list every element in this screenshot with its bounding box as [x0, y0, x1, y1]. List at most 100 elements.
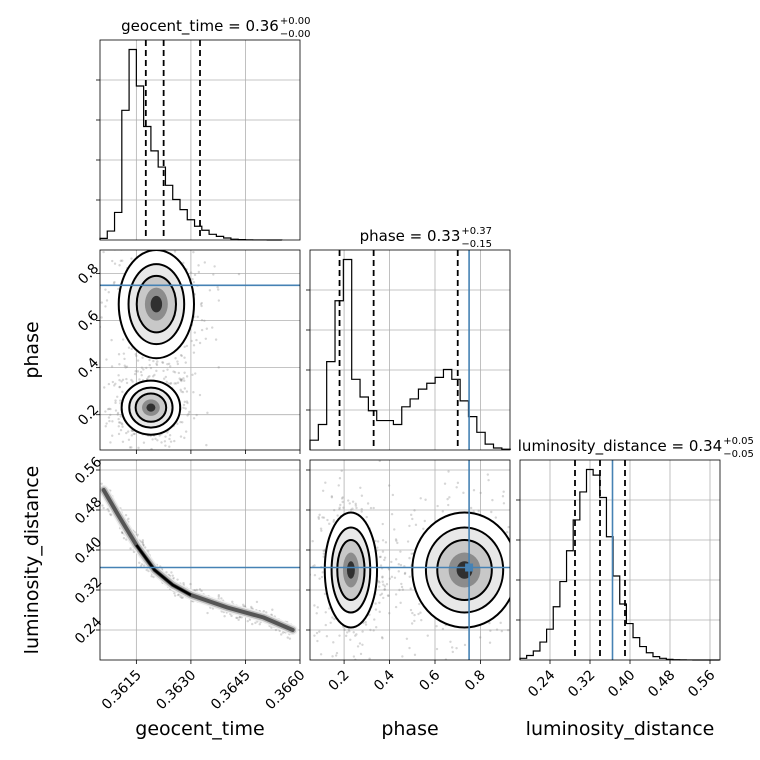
2d-phase-vs-geocent_time-sample-317 [125, 381, 129, 385]
2d-phase-vs-geocent_time-sample-66 [130, 429, 133, 432]
2d-phase-vs-geocent_time-sample-812 [200, 301, 203, 305]
2d-lum-vs-geocent_time-sample-687 [251, 622, 254, 626]
2d-lum-vs-phase-sample-361 [319, 527, 323, 530]
2d-phase-vs-geocent_time-sample-428 [180, 379, 183, 383]
2d-lum-vs-phase-sample-106 [349, 638, 352, 642]
hist-luminosity_distance-xticklabel-2: 0.40 [605, 667, 638, 700]
hist-geocent_time-title-value: 0.36 [245, 17, 278, 35]
2d-phase-vs-geocent_time-sample-8 [133, 432, 136, 436]
2d-lum-vs-phase-sample-133 [324, 481, 327, 484]
2d-phase-vs-geocent_time-sample-761 [197, 235, 199, 237]
2d-lum-vs-geocent_time-ylabel: luminosity_distance [21, 466, 43, 655]
2d-phase-vs-geocent_time-sample-741 [182, 261, 185, 265]
2d-lum-vs-phase-sample-80 [399, 601, 402, 605]
2d-lum-vs-phase-sample-847 [495, 628, 499, 631]
2d-lum-vs-phase-sample-634 [479, 636, 482, 639]
2d-lum-vs-phase-sample-729 [390, 512, 394, 516]
2d-phase-vs-geocent_time-sample-816 [173, 250, 177, 253]
2d-lum-vs-phase-sample-335 [359, 652, 363, 656]
2d-lum-vs-phase-sample-16 [340, 497, 344, 500]
2d-phase-vs-geocent_time-sample-122 [103, 386, 106, 389]
2d-lum-vs-geocent_time-sample-257 [189, 582, 192, 586]
2d-lum-vs-phase-sample-577 [550, 637, 552, 639]
2d-phase-vs-geocent_time-sample-841 [102, 250, 105, 254]
2d-lum-vs-phase-sample-165 [343, 628, 346, 632]
2d-phase-vs-geocent_time-sample-74 [166, 431, 169, 434]
2d-lum-vs-phase-sample-863 [557, 592, 559, 594]
2d-phase-vs-geocent_time-sample-218 [192, 390, 195, 394]
2d-lum-vs-phase-sample-624 [516, 510, 518, 512]
2d-lum-vs-phase-sample-675 [441, 627, 445, 631]
2d-phase-vs-geocent_time-sample-708 [90, 347, 92, 349]
2d-phase-vs-geocent_time-sample-716 [118, 264, 121, 267]
2d-lum-vs-phase-sample-349 [353, 670, 355, 672]
2d-lum-vs-geocent_time-sample-262 [106, 507, 109, 511]
2d-lum-vs-phase-sample-632 [397, 562, 400, 566]
2d-lum-vs-phase-sample-135 [378, 610, 381, 614]
2d-phase-vs-geocent_time-sample-310 [187, 412, 190, 416]
2d-phase-vs-geocent_time-sample-357 [108, 407, 111, 411]
2d-phase-vs-geocent_time-sample-20 [173, 439, 176, 443]
2d-lum-vs-phase-sample-558 [387, 484, 391, 487]
2d-lum-vs-geocent_time-sample-120 [243, 604, 246, 608]
2d-lum-vs-geocent_time-sample-460 [236, 616, 239, 620]
2d-lum-vs-phase-sample-44 [351, 500, 355, 503]
2d-phase-vs-geocent_time-sample-279 [114, 382, 117, 385]
2d-lum-vs-geocent_time-sample-183 [217, 593, 221, 597]
2d-lum-vs-phase-sample-526 [424, 498, 427, 501]
2d-lum-vs-phase-sample-25 [382, 596, 385, 600]
2d-lum-vs-phase-sample-282 [379, 593, 382, 597]
2d-lum-vs-phase-sample-502 [400, 582, 403, 586]
2d-lum-vs-phase-sample-869 [551, 576, 553, 578]
2d-lum-vs-phase-sample-638 [450, 646, 454, 649]
hist-geocent_time-xticklabel-0: 0.3615 [99, 667, 145, 713]
2d-lum-vs-geocent_time-sample-149 [100, 482, 103, 485]
2d-phase-vs-geocent_time-sample-488 [111, 420, 114, 423]
2d-phase-vs-geocent_time-sample-380 [145, 366, 148, 370]
2d-lum-vs-geocent_time-sample-486 [278, 629, 281, 633]
2d-lum-vs-phase-sample-186 [381, 539, 385, 542]
2d-lum-vs-phase-sample-776 [376, 540, 380, 543]
2d-lum-vs-phase-sample-861 [446, 497, 449, 501]
2d-phase-vs-geocent_time-sample-387 [130, 378, 133, 382]
2d-phase-vs-geocent_time-sample-484 [176, 381, 180, 384]
2d-phase-vs-geocent_time-sample-111 [118, 385, 121, 389]
hist-phase-title-eq: = [405, 227, 427, 245]
2d-phase-vs-geocent_time-sample-106 [111, 434, 114, 437]
2d-phase-vs-geocent_time-sample-65 [151, 375, 155, 378]
2d-lum-vs-phase-sample-592 [408, 556, 411, 560]
hist-geocent_time-title-lower: −0.00 [280, 29, 311, 40]
2d-lum-vs-phase-sample-70 [331, 655, 334, 658]
2d-lum-vs-phase-sample-213 [341, 496, 344, 499]
2d-lum-vs-geocent_time-sample-71 [280, 633, 283, 636]
hist-phase-title-label: phase [360, 227, 405, 245]
2d-phase-vs-geocent_time-sample-764 [190, 339, 193, 343]
2d-lum-vs-phase-sample-150 [360, 507, 363, 511]
2d-lum-vs-phase-sample-868 [403, 571, 407, 575]
2d-phase-vs-geocent_time-sample-379 [168, 437, 171, 441]
2d-lum-vs-phase-sample-649 [451, 650, 455, 654]
2d-lum-vs-phase-sample-362 [330, 496, 334, 499]
2d-lum-vs-phase-sample-633 [383, 588, 386, 591]
2d-phase-vs-geocent_time-sample-399 [139, 370, 143, 374]
2d-phase-vs-geocent_time-sample-570 [130, 347, 133, 351]
2d-phase-vs-geocent_time-sample-838 [192, 227, 194, 229]
2d-lum-vs-phase-sample-348 [321, 489, 325, 492]
2d-phase-vs-geocent_time-sample-669 [123, 364, 127, 367]
2d-phase-vs-geocent_time-sample-261 [167, 362, 171, 366]
2d-phase-vs-geocent_time-sample-209 [186, 414, 189, 417]
2d-phase-vs-geocent_time-sample-30 [162, 377, 166, 380]
2d-phase-vs-geocent_time-mode-0-contour-1 [128, 386, 174, 429]
2d-phase-vs-geocent_time-sample-219 [108, 419, 111, 423]
2d-lum-vs-phase-sample-357 [316, 606, 319, 609]
2d-lum-vs-phase-sample-311 [341, 500, 344, 504]
2d-lum-vs-phase-sample-469 [323, 592, 327, 596]
2d-lum-vs-phase-sample-427 [385, 583, 389, 586]
hist-geocent_time-xticklabel-1: 0.3630 [153, 667, 199, 713]
2d-lum-vs-geocent_time-sample-20 [270, 626, 273, 629]
2d-phase-vs-geocent_time-sample-102 [176, 422, 179, 425]
hist-luminosity_distance-title-label: luminosity_distance [518, 437, 667, 456]
2d-phase-vs-geocent_time-sample-601 [197, 270, 201, 274]
2d-phase-vs-geocent_time-sample-175 [79, 385, 81, 387]
hist-geocent_time-title-label: geocent_time [121, 17, 223, 36]
